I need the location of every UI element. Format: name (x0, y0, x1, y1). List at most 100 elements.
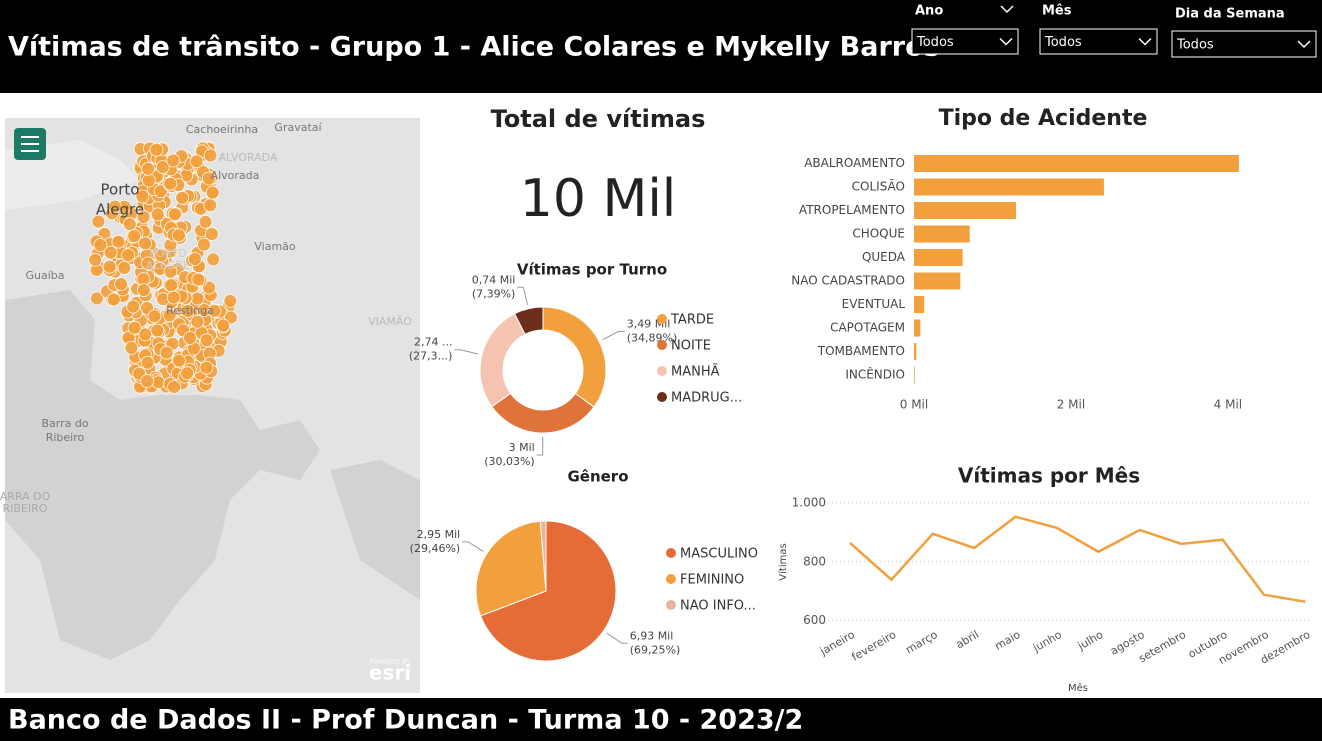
leader-line (606, 632, 628, 644)
map-label: Cachoeirinha (186, 123, 258, 136)
chevron (1000, 5, 1014, 14)
y-tick-label: 600 (803, 613, 826, 627)
map-label: Alvorada (211, 169, 260, 182)
line-series (849, 515, 1306, 603)
map-point (136, 210, 151, 224)
bar (914, 202, 1017, 219)
map-label: Porto (101, 181, 140, 199)
map-point (114, 277, 129, 292)
map-point (223, 293, 238, 308)
map-point (122, 217, 137, 232)
map-point (183, 331, 197, 345)
leader-line (517, 286, 529, 305)
map-point (121, 248, 136, 263)
y-tick-label: 800 (803, 554, 826, 568)
kpi-title: Total de vítimas (491, 105, 706, 133)
bar (914, 366, 915, 384)
slicer-dropdown[interactable] (1171, 30, 1317, 58)
map-label: Viamão (254, 240, 296, 253)
map-point (189, 154, 204, 169)
map-label: RIBEIRO (3, 502, 48, 515)
x-tick-label: março (903, 628, 940, 657)
legend-label: NAO INFO... (680, 599, 756, 614)
map-point (205, 185, 220, 200)
map-point (103, 245, 118, 260)
map-point (203, 198, 218, 213)
pie-slice (475, 520, 547, 617)
map-point (154, 248, 169, 263)
bar (914, 249, 963, 266)
map-point (207, 303, 222, 318)
data-label: 2,95 Mil (417, 528, 461, 541)
footer-text: Banco de Dados II - Prof Duncan - Turma … (8, 705, 803, 736)
y-tick-label: CAPOTAGEM (830, 321, 905, 335)
leader-line (454, 349, 479, 355)
chevron (1138, 37, 1152, 46)
map-point (201, 171, 216, 186)
slicer-value: Todos (1044, 35, 1082, 50)
slicer-value: Todos (1176, 38, 1214, 53)
chart-title: Gênero (567, 468, 628, 486)
map-point (159, 345, 174, 360)
map-label: Alegre (96, 201, 144, 219)
legend-label: MANHÃ (671, 364, 720, 380)
map-label: Guaíba (25, 269, 64, 282)
bar (914, 225, 970, 243)
data-label: 6,93 Mil (630, 629, 674, 642)
y-tick-label: EVENTUAL (842, 297, 906, 311)
map-point (197, 237, 211, 252)
y-tick-label: TOMBAMENTO (817, 344, 905, 358)
data-label: (27,3...) (409, 350, 453, 363)
x-tick-label: 2 Mil (1057, 398, 1085, 412)
map-label: VIAMÃO (368, 315, 412, 328)
map-point (88, 252, 102, 267)
map-label: ALVORADA (219, 151, 278, 164)
donut-segment (479, 313, 526, 408)
map-point (150, 323, 165, 338)
map-point (136, 283, 151, 298)
map-point (140, 355, 155, 370)
y-tick-label: ABALROAMENTO (804, 156, 905, 170)
legend-label: NOITE (671, 339, 711, 354)
map-point (127, 229, 142, 243)
leader-line (462, 541, 484, 552)
bar (914, 272, 961, 290)
slicer-dropdown[interactable] (1039, 28, 1158, 55)
map-point (190, 314, 205, 329)
map-point (126, 299, 141, 314)
map-point (138, 236, 153, 251)
map-point (135, 189, 150, 204)
map-point (140, 374, 155, 388)
data-label: (34,89%) (627, 331, 678, 344)
map-label: PORTO (149, 247, 187, 260)
x-tick-label: julho (1075, 628, 1106, 653)
pie-slice (479, 520, 617, 662)
leader-line (536, 436, 544, 456)
map-point (166, 290, 181, 305)
map-point (141, 173, 156, 188)
map-point (166, 153, 181, 168)
slicer-dropdown[interactable] (911, 28, 1019, 55)
y-tick-label: CHOQUE (852, 227, 905, 241)
data-label: 3 Mil (509, 441, 535, 454)
map-point (187, 252, 202, 266)
esri-caption: POWERED BY (370, 659, 410, 666)
map[interactable]: Cachoeirinha Gravataí ALVORADA Alvorada Port… (0, 118, 420, 693)
map-point (117, 260, 132, 275)
legend-label: MADRUG... (671, 391, 742, 406)
map-point (180, 366, 195, 381)
map-label: ARRA DO (0, 490, 51, 503)
map-point (127, 320, 142, 335)
map-point (203, 148, 218, 163)
legend-marker (657, 340, 667, 350)
x-tick-label: junho (1030, 628, 1064, 655)
map-point (102, 259, 117, 274)
y-tick-label: NAO CADASTRADO (791, 274, 905, 288)
legend-marker (666, 600, 676, 610)
map-water (330, 460, 420, 600)
map-point (155, 160, 170, 175)
map-point (167, 207, 182, 222)
map-point (163, 264, 178, 279)
x-tick-label: abril (954, 628, 982, 651)
map-label: Restinga (166, 304, 214, 317)
